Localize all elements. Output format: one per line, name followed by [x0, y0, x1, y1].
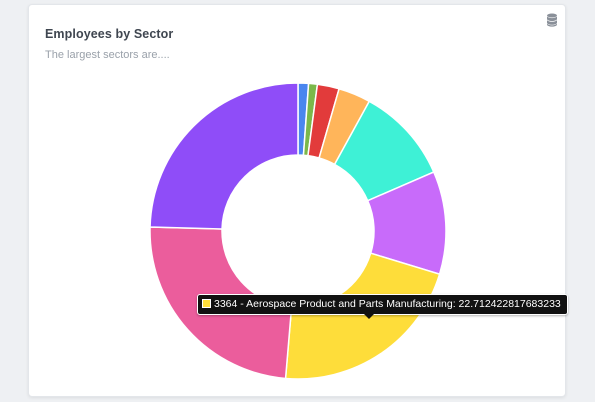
donut-segment-7[interactable]: [284, 252, 441, 380]
chart-tooltip: 3364 - Aerospace Product and Parts Manuf…: [197, 294, 568, 319]
tooltip-color-swatch: [202, 299, 211, 308]
database-icon[interactable]: [546, 13, 558, 27]
tooltip-text: 3364 - Aerospace Product and Parts Manuf…: [214, 298, 561, 310]
employees-by-sector-card: Employees by Sector The largest sectors …: [28, 4, 568, 397]
card-title: Employees by Sector: [45, 27, 174, 41]
tooltip-caret: [364, 314, 374, 319]
donut-segment-9[interactable]: [149, 82, 299, 230]
card-subtitle: The largest sectors are....: [45, 49, 170, 61]
sector-donut-chart: [149, 82, 447, 380]
